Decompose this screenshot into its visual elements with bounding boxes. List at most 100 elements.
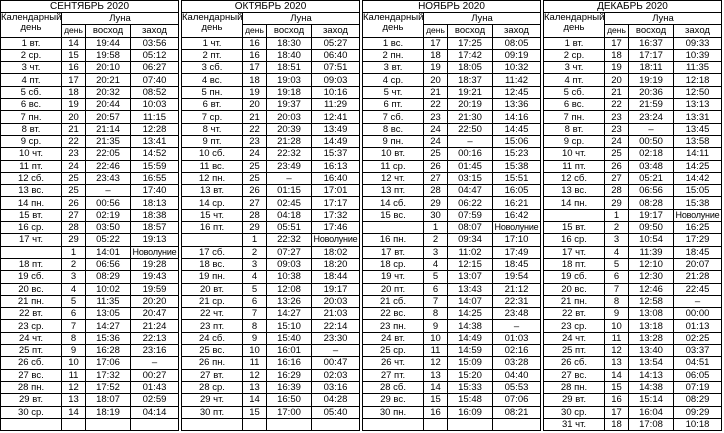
moon-day-cell: 16 <box>61 61 86 75</box>
moonset-cell: 02:16 <box>492 344 541 358</box>
moon-day-cell: 14 <box>61 36 86 50</box>
moon-day-cell: 15 <box>61 48 86 63</box>
moonrise-cell: – <box>447 134 493 149</box>
table-row: 16 ср. 28 03:50 18:57 <box>0 221 179 235</box>
moon-day-cell: 28 <box>61 221 86 235</box>
moonrise-cell: 20:03 <box>266 110 312 124</box>
table-row: 15 чт. 28 04:18 17:32 <box>181 208 360 223</box>
moon-day-cell: 2 <box>423 233 448 247</box>
moonset-cell: 01:03 <box>492 331 541 346</box>
table-row: 1 22:32 Новолуние <box>181 233 360 247</box>
moonrise-cell: 22:32 <box>266 147 312 161</box>
moon-day-cell: 10 <box>61 356 86 370</box>
calendar-day-cell: 16 ср. <box>0 221 62 235</box>
moonrise-cell: 16:29 <box>266 368 312 382</box>
moonrise-cell: 14:59 <box>447 344 493 358</box>
moonset-cell: 19:13 <box>130 233 179 247</box>
moon-day-cell: 18 <box>61 85 86 100</box>
moonrise-cell: 13:08 <box>628 307 674 321</box>
moonset-cell: 09:03 <box>311 73 360 87</box>
moonrise-cell: 19:03 <box>266 73 312 87</box>
moonrise-cell: 09:50 <box>628 221 674 235</box>
moonset-cell: 12:41 <box>311 110 360 124</box>
moon-day-cell: 8 <box>61 331 86 346</box>
calendar-day-cell: 4 пт. <box>0 73 62 87</box>
table-row: 22 вт. 6 13:05 20:47 <box>0 307 179 321</box>
calendar-day-cell: 15 вс. <box>362 208 424 223</box>
moonrise-cell: 00:50 <box>628 134 674 149</box>
moon-day-cell: 4 <box>242 270 267 284</box>
moonrise-cell: 15:36 <box>85 331 131 346</box>
calendar-day-cell: 5 сб. <box>0 85 62 100</box>
calendar-day-cell: 13 пт. <box>362 184 424 198</box>
moonrise-cell: 19:21 <box>447 85 493 100</box>
moon-day-cell <box>242 417 267 432</box>
moonrise-cell: 17:00 <box>266 405 312 419</box>
table-row: 20 вс. 7 12:46 22:45 <box>543 282 722 296</box>
table-row: 11 пт. 24 22:46 15:59 <box>0 159 179 173</box>
table-row: 12 чт. 27 03:15 15:51 <box>362 171 541 186</box>
moon-day-cell: 12 <box>423 356 448 370</box>
moonrise-cell: 17:25 <box>447 36 493 50</box>
table-row: 16 пн. 2 09:34 17:10 <box>362 233 541 247</box>
moonset-cell: 12:45 <box>492 85 541 100</box>
moon-day-cell: 24 <box>604 134 629 149</box>
moonrise-cell: 12:58 <box>628 294 674 309</box>
moon-day-cell: 15 <box>604 380 629 395</box>
moonset-cell: 03:28 <box>492 356 541 370</box>
moonset-cell: – <box>311 344 360 358</box>
moonrise-cell: 08:28 <box>628 196 674 210</box>
moon-day-cell: 18 <box>604 48 629 63</box>
moonset-cell: 07:40 <box>130 73 179 87</box>
moon-day-cell: 26 <box>242 184 267 198</box>
moon-table: ДЕКАБРЬ 2020 Календарный день Луна день … <box>543 0 722 432</box>
moonset-cell: 16:25 <box>673 221 722 235</box>
moonset-cell: 10:39 <box>673 48 722 63</box>
table-row: 14 сб. 29 06:22 16:21 <box>362 196 541 210</box>
table-row: 25 пт. 12 13:40 03:37 <box>543 344 722 358</box>
moon-day-cell: 23 <box>242 134 267 149</box>
moonset-cell: 04:51 <box>673 356 722 370</box>
table-row: 3 сб. 17 18:51 07:51 <box>181 61 360 75</box>
calendar-day-cell: 20 вт. <box>181 282 243 296</box>
moonset-cell: 06:05 <box>673 368 722 382</box>
moonrise-cell: 03:48 <box>628 159 674 173</box>
table-row: 7 ср. 21 20:03 12:41 <box>181 110 360 124</box>
moonset-header: заход <box>492 24 541 38</box>
table-row: 7 пн. 23 23:24 13:31 <box>543 110 722 124</box>
moonrise-header: восход <box>85 24 131 38</box>
moonrise-cell: 05:51 <box>266 221 312 235</box>
table-row: 14 пн. 29 08:28 15:38 <box>543 196 722 210</box>
moon-day-cell: 7 <box>423 294 448 309</box>
moon-day-cell: 5 <box>604 257 629 272</box>
table-row: 2 ср. 18 17:17 10:39 <box>543 48 722 63</box>
calendar-day-cell: 10 чт. <box>0 147 62 161</box>
moon-day-cell: 25 <box>242 171 267 186</box>
moonset-cell: 12:18 <box>673 73 722 87</box>
calendar-day-cell: 8 вт. <box>543 122 605 136</box>
month-table: ОКТЯБРЬ 2020 Календарный день Луна день … <box>181 0 360 432</box>
table-row: 30 пн. 16 16:09 08:21 <box>362 405 541 419</box>
moon-day-cell: 29 <box>61 233 86 247</box>
moonrise-cell: 12:46 <box>628 282 674 296</box>
moon-day-cell: 20 <box>604 73 629 87</box>
table-row: 12 сб. 25 23:43 16:55 <box>0 171 179 186</box>
calendar-day-cell: 29 вс. <box>362 393 424 407</box>
moonrise-cell: 06:56 <box>628 184 674 198</box>
moonset-cell: 13:49 <box>311 122 360 136</box>
moonset-cell: 02:03 <box>311 368 360 382</box>
table-row: 29 вс. 15 15:48 07:06 <box>362 393 541 407</box>
moon-day-cell: 14 <box>423 380 448 395</box>
moonrise-cell: 16:01 <box>266 344 312 358</box>
moon-day-cell <box>61 417 86 432</box>
calendar-day-cell: 1 вт. <box>543 36 605 50</box>
moon-day-cell <box>423 417 448 432</box>
moonrise-cell: 13:54 <box>628 356 674 370</box>
moonrise-cell: 18:05 <box>447 61 493 75</box>
moon-day-cell: 21 <box>604 85 629 100</box>
moonrise-cell: 16:50 <box>266 393 312 407</box>
calendar-day-header: Календарный день <box>0 12 62 38</box>
moon-day-cell: 27 <box>604 171 629 186</box>
table-row <box>362 417 541 432</box>
moon-day-cell: 22 <box>61 134 86 149</box>
